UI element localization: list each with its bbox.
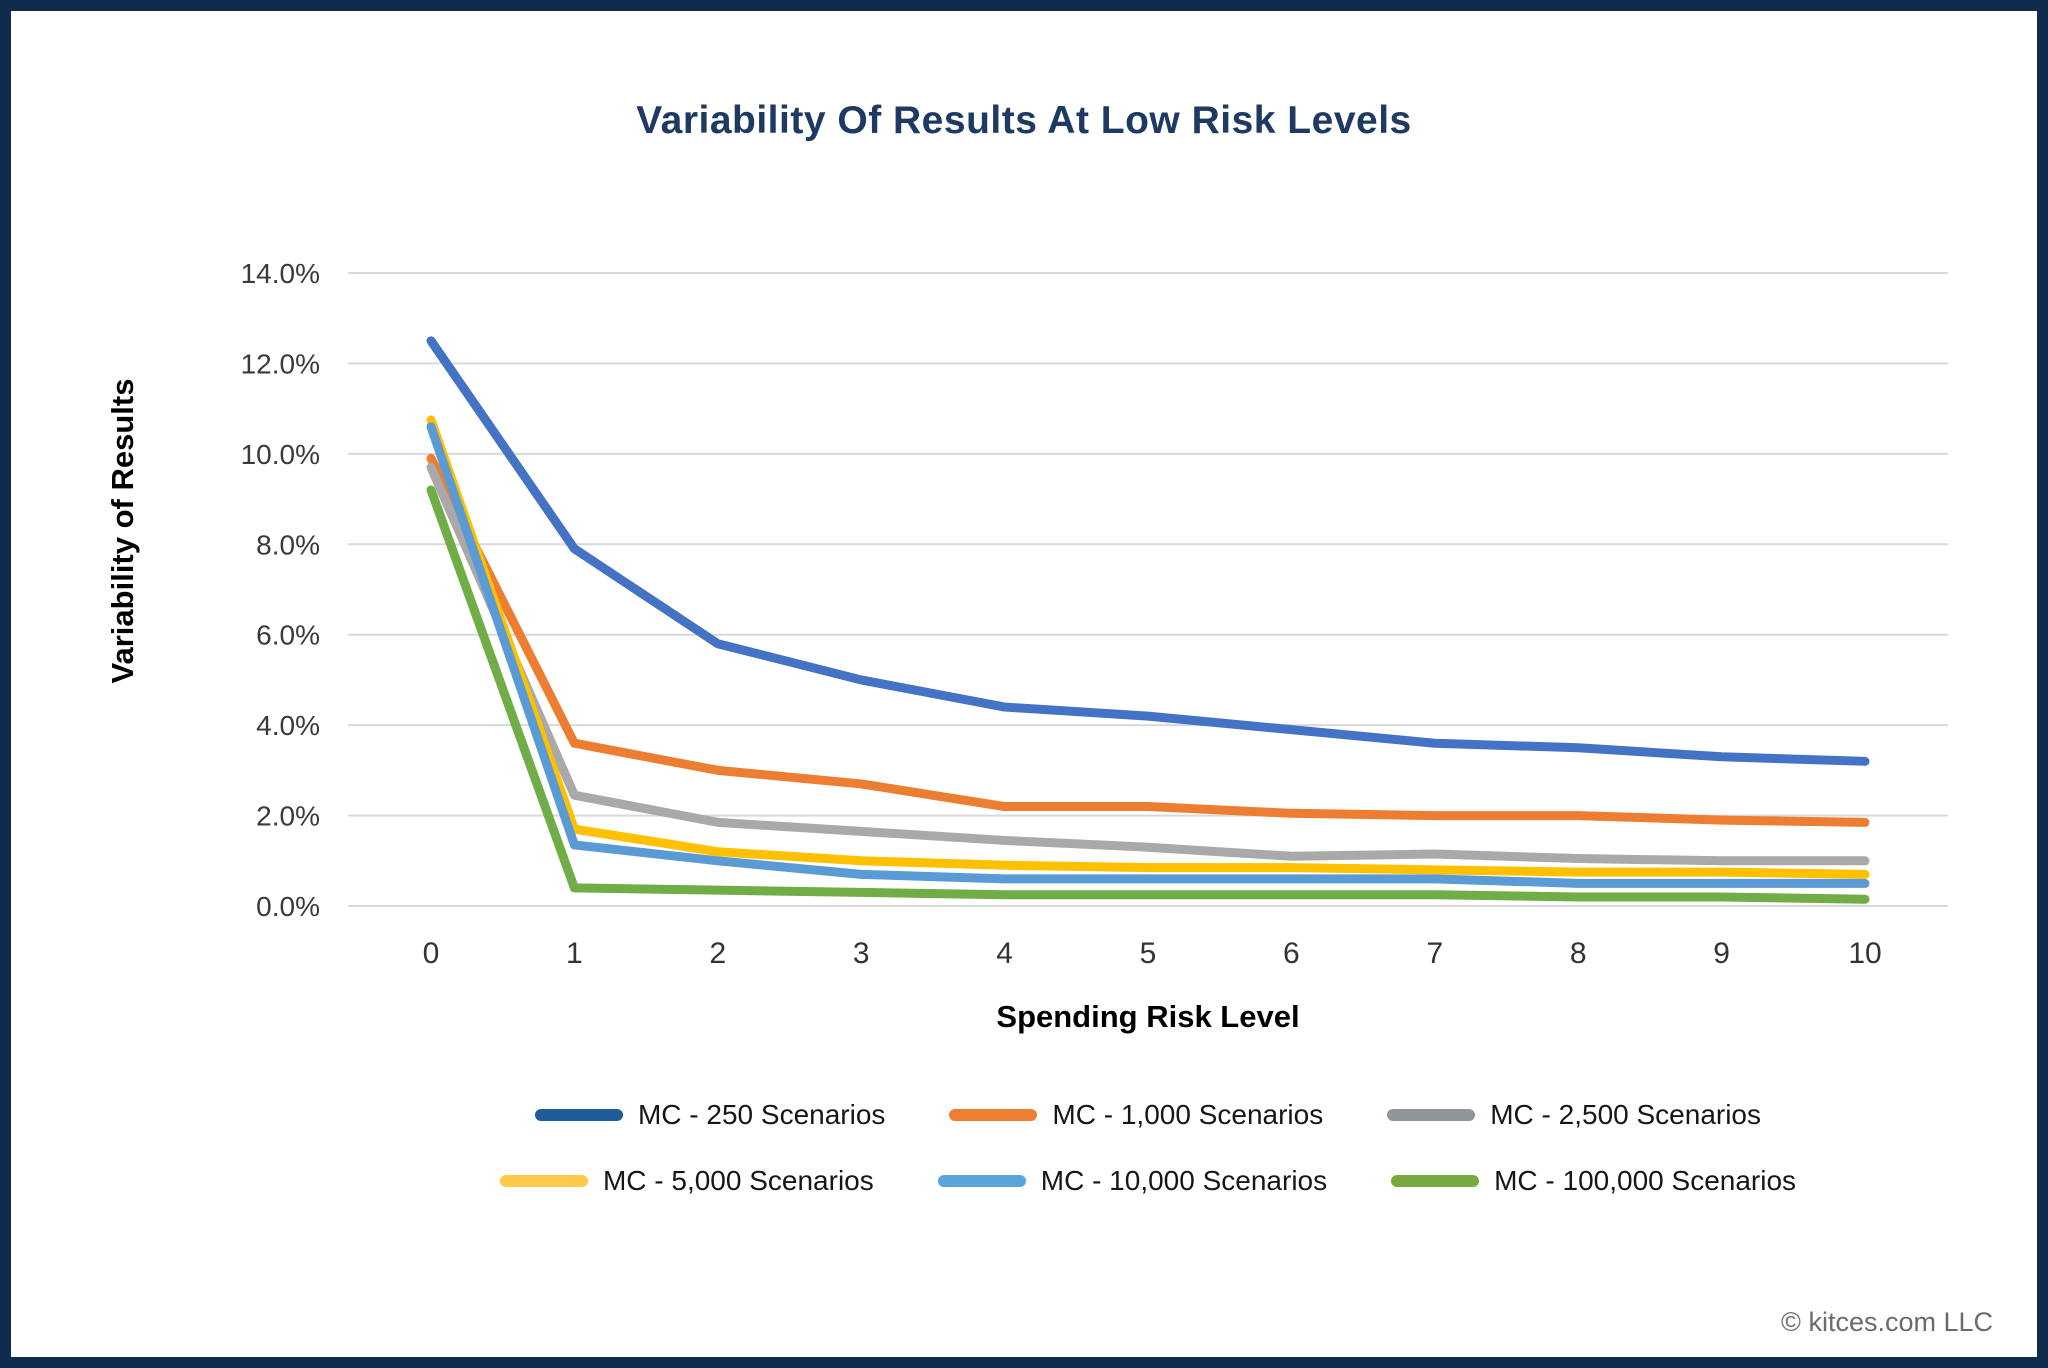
legend-label: MC - 100,000 Scenarios bbox=[1494, 1165, 1797, 1196]
y-tick-label: 2.0% bbox=[256, 801, 320, 832]
x-tick-label: 9 bbox=[1713, 937, 1730, 970]
x-tick-label: 0 bbox=[423, 937, 440, 970]
x-tick-label: 8 bbox=[1570, 937, 1587, 970]
legend-swatch bbox=[949, 1109, 1038, 1121]
y-tick-label: 0.0% bbox=[256, 891, 320, 922]
series-line-MC - 250 Scenarios bbox=[426, 336, 1870, 766]
y-tick-label: 6.0% bbox=[256, 620, 320, 651]
legend-row: MC - 5,000 Scenarios MC - 10,000 Scenario… bbox=[348, 1163, 1948, 1199]
x-tick-label: 2 bbox=[709, 937, 726, 970]
legend-swatch bbox=[534, 1109, 623, 1121]
legend-swatch bbox=[1387, 1109, 1476, 1121]
x-tick-label: 6 bbox=[1283, 937, 1300, 970]
chart-legend: MC - 250 Scenarios MC - 1,000 Scenarios MC… bbox=[348, 1097, 1948, 1229]
y-tick-label: 4.0% bbox=[256, 710, 320, 741]
legend-item: MC - 10,000 Scenarios bbox=[937, 1165, 1328, 1197]
x-tick-label: 10 bbox=[1848, 937, 1881, 970]
x-tick-label: 5 bbox=[1140, 937, 1157, 970]
legend-label: MC - 5,000 Scenarios bbox=[602, 1165, 874, 1196]
x-tick-label: 1 bbox=[566, 937, 583, 970]
legend-item: MC - 100,000 Scenarios bbox=[1391, 1165, 1796, 1197]
legend-row: MC - 250 Scenarios MC - 1,000 Scenarios MC… bbox=[348, 1097, 1948, 1133]
y-tick-label: 12.0% bbox=[241, 348, 320, 379]
series-line-MC - 2,500 Scenarios bbox=[426, 462, 1870, 866]
legend-label: MC - 250 Scenarios bbox=[637, 1099, 886, 1130]
x-axis-title: Spending Risk Level bbox=[996, 999, 1300, 1034]
series-line-MC - 10,000 Scenarios bbox=[426, 422, 1870, 888]
legend-label: MC - 10,000 Scenarios bbox=[1040, 1165, 1328, 1196]
x-tick-label: 4 bbox=[996, 937, 1013, 970]
x-tick-label: 3 bbox=[853, 937, 870, 970]
copyright-text: © kitces.com LLC bbox=[1781, 1307, 1993, 1337]
legend-item: MC - 1,000 Scenarios bbox=[949, 1099, 1323, 1131]
y-tick-label: 8.0% bbox=[256, 529, 320, 560]
chart-title: Variability Of Results At Low Risk Level… bbox=[636, 99, 1412, 142]
series-line-MC - 5,000 Scenarios bbox=[426, 415, 1870, 879]
legend-item: MC - 250 Scenarios bbox=[534, 1099, 886, 1131]
legend-swatch bbox=[1391, 1175, 1480, 1187]
y-tick-label: 14.0% bbox=[241, 258, 320, 289]
line-chart-plot: 0.0% 2.0% 4.0% 6.0% 8.0% 10.0% 12.0% 14.0% 0 1 2 3 4… bbox=[241, 258, 1948, 970]
legend-item: MC - 2,500 Scenarios bbox=[1387, 1099, 1761, 1131]
legend-label: MC - 1,000 Scenarios bbox=[1052, 1099, 1324, 1130]
legend-swatch bbox=[499, 1175, 588, 1187]
legend-item: MC - 5,000 Scenarios bbox=[499, 1165, 874, 1197]
legend-label: MC - 2,500 Scenarios bbox=[1490, 1099, 1762, 1130]
series-line-MC - 100,000 Scenarios bbox=[426, 485, 1870, 904]
legend-swatch bbox=[937, 1175, 1026, 1187]
series-line-MC - 1,000 Scenarios bbox=[426, 453, 1870, 827]
y-tick-label: 10.0% bbox=[241, 439, 320, 470]
x-tick-label: 7 bbox=[1426, 937, 1443, 970]
